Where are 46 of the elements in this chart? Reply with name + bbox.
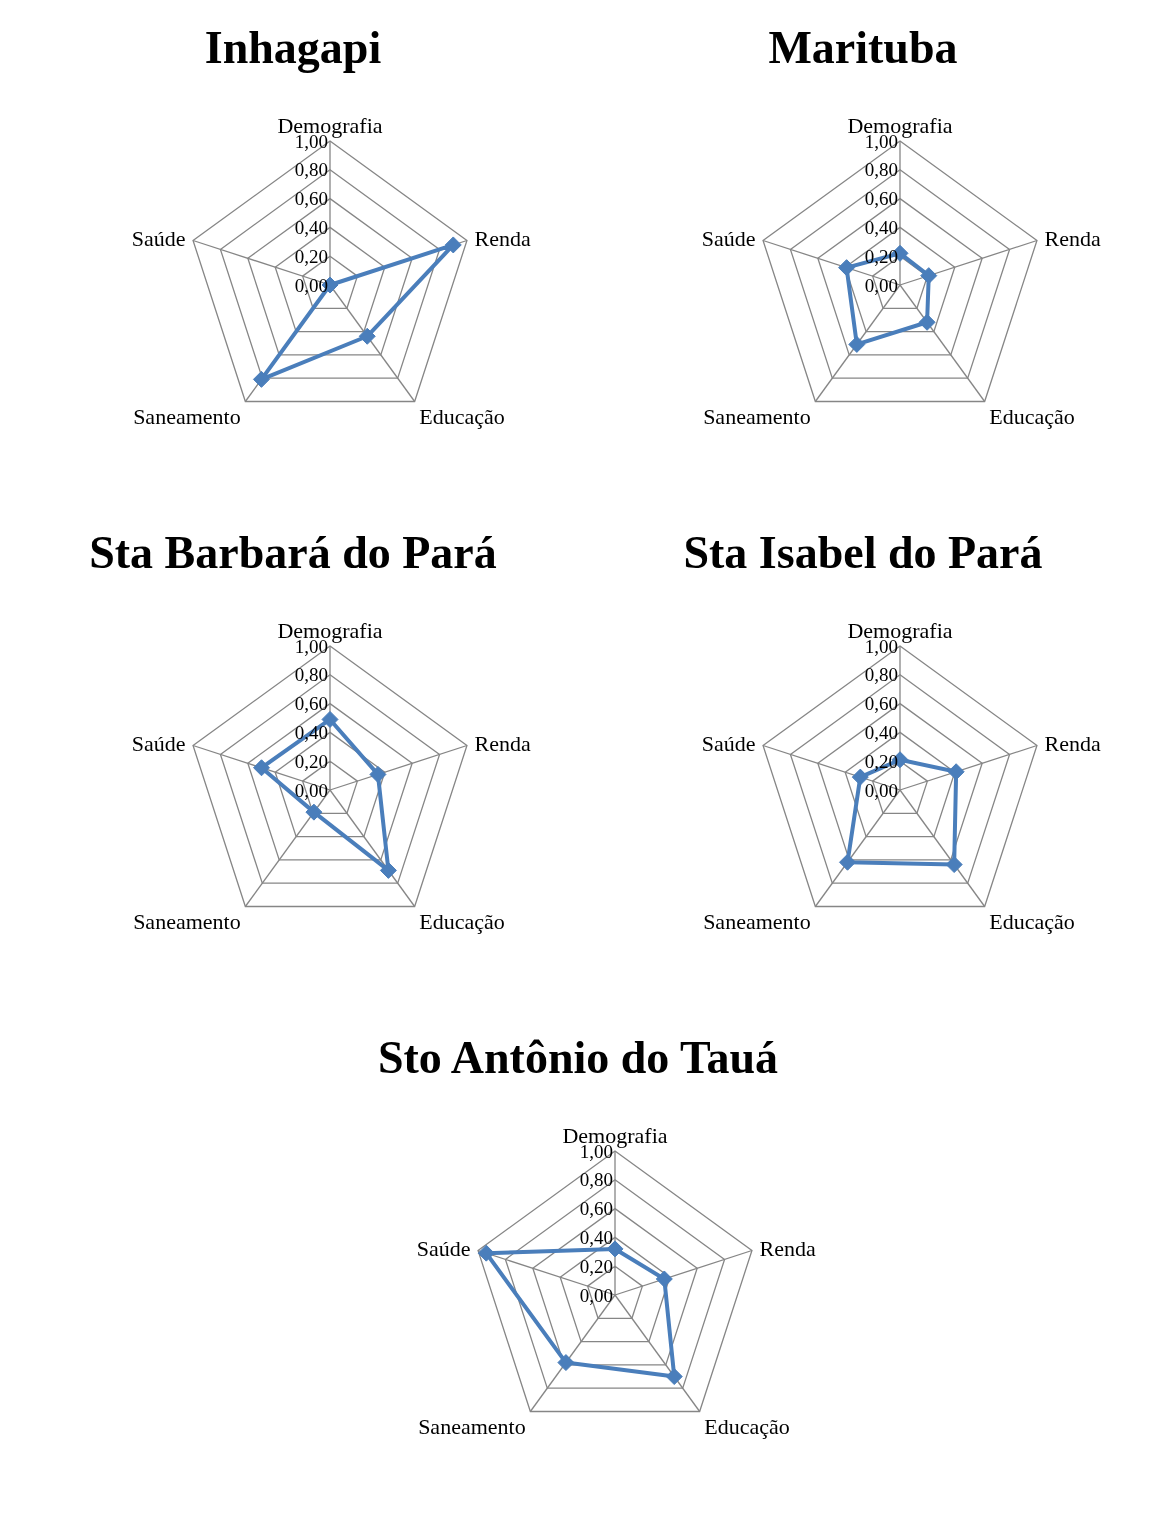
chart-title: Marituba xyxy=(767,21,959,75)
spoke-label: Renda xyxy=(1044,225,1101,251)
spoke-label: Saúde xyxy=(131,730,186,756)
y-tick-label: 0,20 xyxy=(294,750,328,772)
spoke-label: Renda xyxy=(759,1235,816,1261)
spoke-label: Educação xyxy=(989,403,1075,429)
spoke-label: Renda xyxy=(474,730,531,756)
y-tick-label: 0,00 xyxy=(579,1284,613,1306)
spoke-label: Saneamento xyxy=(703,403,811,429)
spoke-label: Educação xyxy=(419,908,505,934)
spoke-label: Saneamento xyxy=(418,1413,526,1439)
spoke-label: Educação xyxy=(419,403,505,429)
y-tick-label: 0,60 xyxy=(864,188,898,210)
y-tick-label: 0,20 xyxy=(579,1255,613,1277)
spoke-label: Saneamento xyxy=(703,908,811,934)
spoke-label: Renda xyxy=(474,225,531,251)
y-tick-label: 0,40 xyxy=(294,216,328,238)
y-tick-label: 0,60 xyxy=(864,693,898,715)
y-tick-label: 0,60 xyxy=(294,188,328,210)
spoke-label: Renda xyxy=(1044,730,1101,756)
y-tick-label: 0,40 xyxy=(864,216,898,238)
spoke-label: Educação xyxy=(704,1413,790,1439)
y-tick-label: 0,80 xyxy=(294,159,328,181)
chart-title: Sta Isabel do Pará xyxy=(682,526,1044,580)
y-tick-label: 0,60 xyxy=(294,693,328,715)
y-tick-label: 0,00 xyxy=(864,274,898,296)
spoke-label: Saúde xyxy=(416,1235,471,1261)
y-tick-label: 0,00 xyxy=(864,779,898,801)
spoke-label: Saneamento xyxy=(133,403,241,429)
chart-title: Sta Barbará do Pará xyxy=(88,526,498,580)
y-tick-label: 0,20 xyxy=(294,245,328,267)
spoke-label: Saúde xyxy=(701,730,756,756)
y-tick-label: 0,60 xyxy=(579,1198,613,1220)
y-tick-label: 0,40 xyxy=(864,721,898,743)
spoke-label: Educação xyxy=(989,908,1075,934)
chart-title: Sto Antônio do Tauá xyxy=(376,1031,780,1085)
y-tick-label: 0,40 xyxy=(579,1226,613,1248)
y-tick-label: 0,80 xyxy=(864,159,898,181)
spoke-label: Saúde xyxy=(701,225,756,251)
y-tick-label: 0,80 xyxy=(294,664,328,686)
spoke-label: Saneamento xyxy=(133,908,241,934)
y-tick-label: 0,80 xyxy=(579,1169,613,1191)
spoke-label: Saúde xyxy=(131,225,186,251)
chart-title: Inhagapi xyxy=(203,21,383,75)
y-tick-label: 0,00 xyxy=(294,779,328,801)
y-tick-label: 0,80 xyxy=(864,664,898,686)
